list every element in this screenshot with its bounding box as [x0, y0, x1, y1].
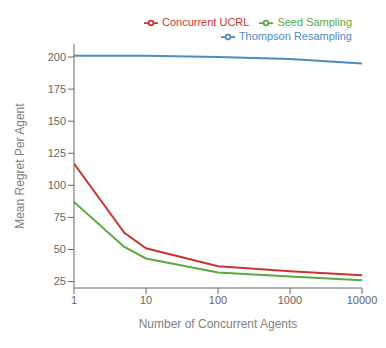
html-text:Seed Sampling: Seed Sampling — [277, 16, 352, 28]
svg-text:25: 25 — [54, 275, 66, 287]
html-text:Thompson Resampling: Thompson Resampling — [238, 30, 352, 43]
svg-text:150: 150 — [48, 115, 66, 127]
svg-text:200: 200 — [48, 51, 66, 63]
svg-text:Mean Regret Per Agent: Mean Regret Per Agent — [13, 103, 27, 229]
svg-text:50: 50 — [54, 243, 66, 255]
svg-text:125: 125 — [48, 147, 66, 159]
svg-text:10000: 10000 — [347, 294, 378, 306]
svg-text:1: 1 — [71, 294, 77, 306]
svg-text:10: 10 — [140, 294, 152, 306]
svg-text:100: 100 — [209, 294, 227, 306]
svg-text:175: 175 — [48, 83, 66, 95]
html-text:Concurrent UCRL: Concurrent UCRL — [162, 16, 250, 28]
svg-text:100: 100 — [48, 179, 66, 191]
svg-text:Number of Concurrent Agents: Number of Concurrent Agents — [139, 317, 298, 331]
svg-text:1000: 1000 — [278, 294, 302, 306]
svg-text:75: 75 — [54, 211, 66, 223]
